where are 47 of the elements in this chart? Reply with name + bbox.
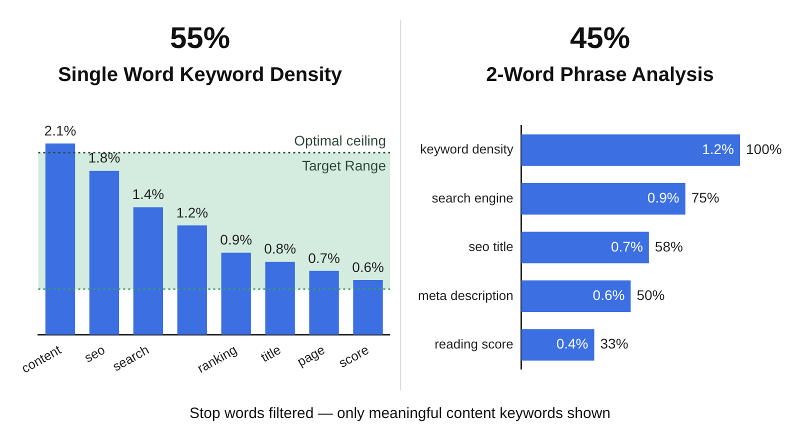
data-label: 0.9% <box>220 232 252 248</box>
x-tick-label: seo <box>82 342 108 366</box>
bar <box>221 252 251 335</box>
annotation: 58% <box>654 238 683 254</box>
annotation: 50% <box>636 287 665 304</box>
band-label: Target Range <box>302 158 386 174</box>
chart-subtitle: Single Word Keyword Density <box>56 64 344 87</box>
bar <box>521 134 740 166</box>
chart-title: 45% <box>568 22 632 56</box>
bar <box>89 170 120 335</box>
data-label: 0.6% <box>592 287 625 304</box>
bar <box>521 183 686 215</box>
data-label: 2.1% <box>44 122 76 138</box>
data-label: 0.9% <box>647 190 680 206</box>
bar <box>133 207 164 335</box>
data-label: 0.8% <box>264 240 296 257</box>
data-label: 1.2% <box>702 141 734 157</box>
chart-subtitle: 2-Word Phrase Analysis <box>485 64 715 87</box>
data-label: 0.7% <box>308 250 340 266</box>
y-tick-label: reading score <box>434 336 514 352</box>
ref-line-label: Optimal ceiling <box>294 132 386 149</box>
y-tick-label: keyword density <box>420 142 514 157</box>
annotation: 100% <box>746 141 782 157</box>
data-label: 1.8% <box>88 150 120 166</box>
data-label: 1.2% <box>176 204 208 220</box>
annotation: 75% <box>691 190 720 206</box>
bar <box>521 232 649 264</box>
bar <box>521 280 631 312</box>
x-tick-label: score <box>336 342 372 371</box>
chart-title: 55% <box>168 22 232 56</box>
y-tick-label: meta description <box>418 288 514 303</box>
bar <box>177 225 207 335</box>
bar <box>309 270 339 335</box>
data-label: 0.6% <box>352 258 384 275</box>
annotation: 33% <box>600 336 628 352</box>
x-tick-label: page <box>294 342 328 370</box>
x-tick-label: title <box>258 342 284 366</box>
bar <box>353 280 383 335</box>
y-tick-label: seo title <box>468 239 514 254</box>
data-label: 0.4% <box>556 336 588 352</box>
bar <box>45 144 76 335</box>
data-label: 0.7% <box>610 238 643 254</box>
bar <box>265 262 295 335</box>
text: Stop words filtered — only meaningful content keywords shown <box>188 405 612 422</box>
bar <box>521 329 594 361</box>
y-tick-label: search engine <box>432 190 514 206</box>
data-label: 1.4% <box>132 186 164 202</box>
